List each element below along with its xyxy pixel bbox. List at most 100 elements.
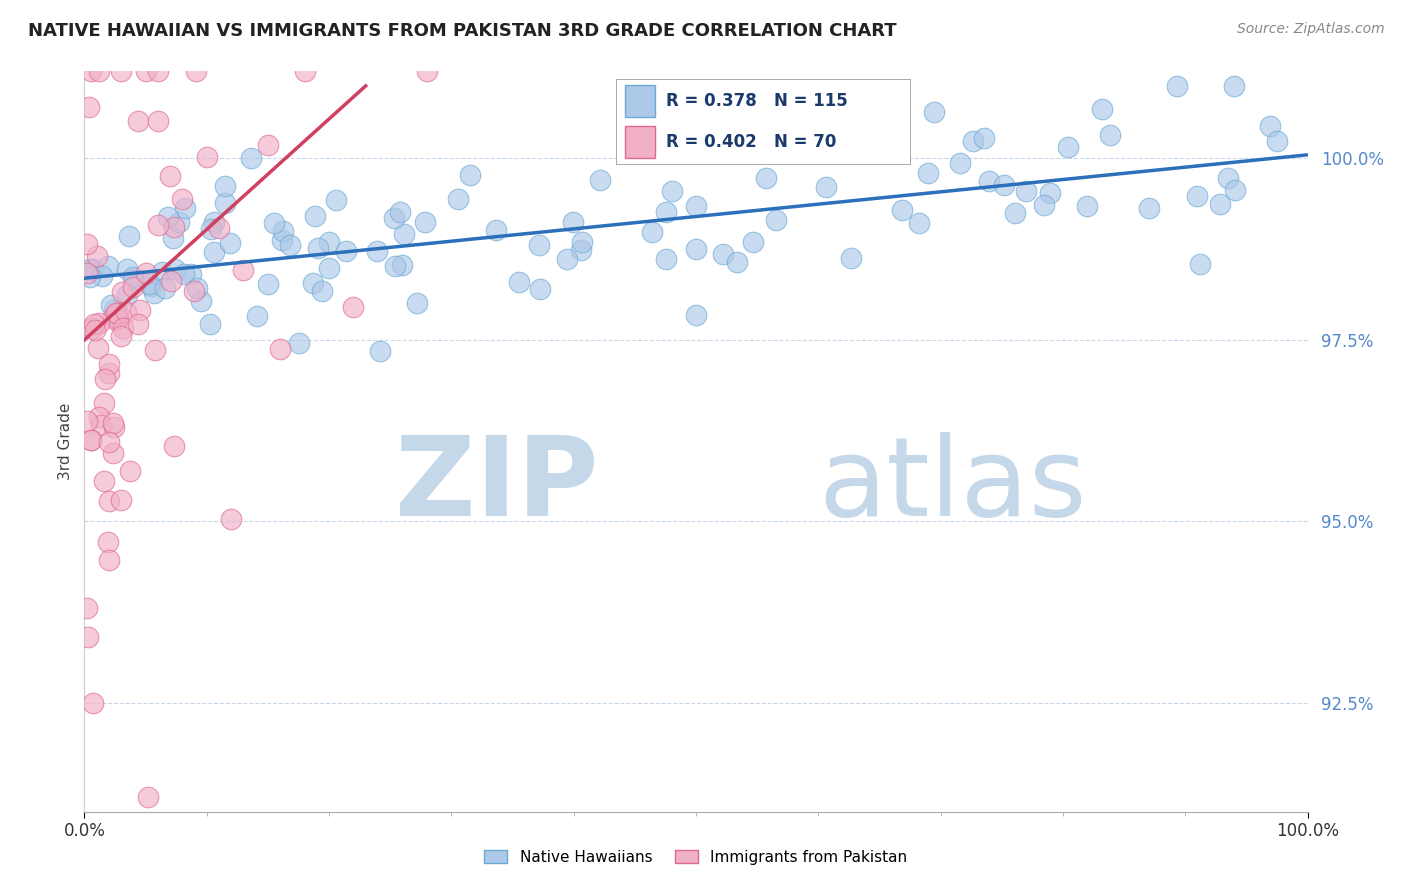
Point — [416, 64, 439, 78]
Point — [654, 252, 676, 267]
Point — [111, 285, 134, 300]
Point — [190, 294, 212, 309]
Y-axis label: 3rd Grade: 3rd Grade — [58, 403, 73, 480]
Point — [458, 168, 481, 182]
Point — [79, 64, 101, 78]
Point — [82, 262, 104, 277]
Point — [765, 212, 787, 227]
Point — [107, 306, 129, 320]
Point — [1015, 184, 1038, 198]
Point — [413, 215, 436, 229]
Point — [82, 696, 104, 710]
Point — [150, 265, 173, 279]
Point — [94, 372, 117, 386]
Point — [271, 224, 294, 238]
Point — [561, 215, 583, 229]
Point — [318, 235, 340, 250]
Point — [1218, 171, 1240, 186]
Point — [269, 342, 291, 356]
Point — [993, 178, 1015, 192]
Point — [257, 138, 280, 153]
Point — [661, 184, 683, 198]
Point — [872, 111, 894, 125]
Point — [103, 416, 125, 430]
Point — [1166, 78, 1188, 93]
Point — [839, 252, 862, 266]
Point — [163, 220, 186, 235]
Point — [87, 64, 110, 78]
Point — [318, 261, 340, 276]
Point — [139, 278, 162, 293]
Point — [1185, 188, 1208, 202]
Point — [167, 215, 190, 229]
Text: NATIVE HAWAIIAN VS IMMIGRANTS FROM PAKISTAN 3RD GRADE CORRELATION CHART: NATIVE HAWAIIAN VS IMMIGRANTS FROM PAKIS… — [28, 22, 897, 40]
Point — [97, 357, 120, 371]
Point — [1039, 186, 1062, 201]
Point — [654, 204, 676, 219]
Point — [105, 312, 128, 326]
Point — [103, 420, 125, 434]
Point — [79, 269, 101, 284]
Point — [76, 601, 98, 615]
Point — [922, 105, 945, 120]
Point — [325, 193, 347, 207]
Point — [388, 205, 411, 219]
Point — [83, 323, 105, 337]
Point — [278, 237, 301, 252]
Point — [391, 258, 413, 272]
Point — [406, 296, 429, 310]
Point — [97, 494, 120, 508]
Point — [1222, 78, 1244, 93]
Point — [962, 134, 984, 148]
Point — [1004, 206, 1026, 220]
Point — [447, 192, 470, 206]
Point — [122, 270, 145, 285]
Text: Source: ZipAtlas.com: Source: ZipAtlas.com — [1237, 22, 1385, 37]
Point — [685, 308, 707, 322]
Point — [208, 220, 231, 235]
Point — [823, 120, 845, 134]
Point — [741, 235, 763, 250]
Point — [485, 223, 508, 237]
Point — [366, 244, 388, 259]
Point — [91, 268, 114, 283]
Point — [183, 284, 205, 298]
Point — [270, 233, 292, 247]
Point — [1223, 183, 1246, 197]
Point — [949, 155, 972, 169]
Point — [240, 151, 263, 165]
Point — [86, 249, 108, 263]
Point — [80, 321, 103, 335]
Point — [256, 277, 278, 291]
Point — [263, 216, 285, 230]
Point — [200, 317, 222, 331]
Point — [173, 202, 195, 216]
Point — [384, 259, 406, 273]
Point — [908, 216, 931, 230]
Point — [508, 275, 530, 289]
Point — [307, 241, 329, 255]
Point — [143, 343, 166, 357]
Point — [287, 336, 309, 351]
Point — [101, 446, 124, 460]
Point — [156, 210, 179, 224]
Point — [335, 244, 357, 259]
Point — [136, 790, 159, 805]
Point — [89, 410, 111, 425]
Point — [246, 310, 269, 324]
Point — [98, 366, 121, 380]
Point — [93, 474, 115, 488]
Point — [1076, 199, 1098, 213]
Point — [692, 119, 714, 133]
Point — [155, 281, 177, 295]
Point — [917, 166, 939, 180]
Point — [589, 172, 612, 186]
Point — [122, 280, 145, 294]
Legend: Native Hawaiians, Immigrants from Pakistan: Native Hawaiians, Immigrants from Pakist… — [478, 844, 914, 871]
Point — [301, 277, 323, 291]
Point — [685, 199, 707, 213]
Point — [146, 64, 169, 78]
Point — [97, 260, 120, 274]
Point — [159, 274, 181, 288]
Point — [90, 417, 112, 432]
